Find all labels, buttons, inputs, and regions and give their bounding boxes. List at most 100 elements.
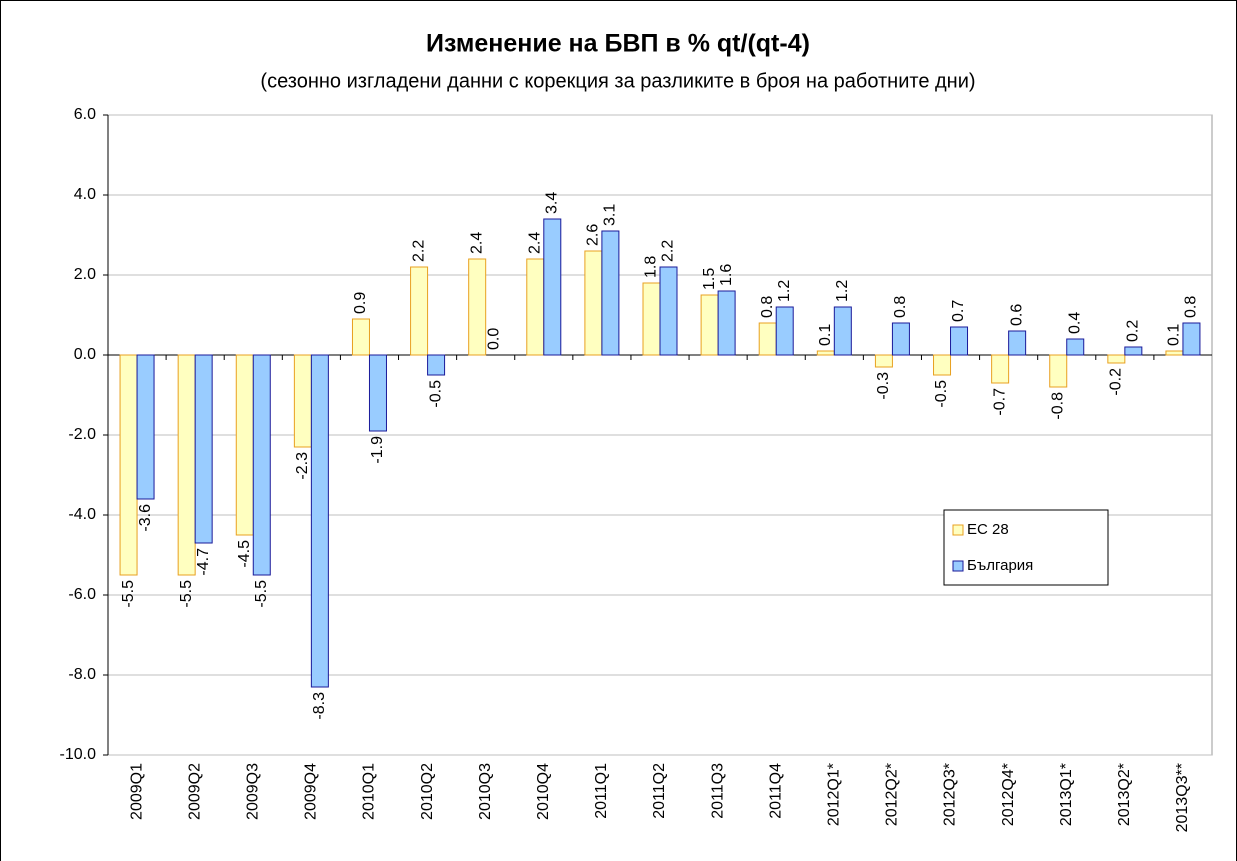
y-tick-label: 2.0 (74, 266, 96, 283)
data-label: -0.5 (427, 380, 444, 408)
data-label: -0.8 (1049, 392, 1066, 420)
bar (775, 306, 794, 356)
bar (874, 354, 893, 368)
x-tick-label: 2009Q4 (303, 763, 320, 820)
data-label: 0.8 (892, 296, 909, 318)
data-label: -0.3 (875, 372, 892, 400)
bar (293, 354, 312, 448)
y-tick-label: -6.0 (68, 586, 96, 603)
bar (950, 326, 969, 356)
data-label: 0.7 (950, 300, 967, 322)
bar (351, 318, 370, 356)
data-label: -8.3 (311, 692, 328, 720)
x-tick-label: 2010Q4 (535, 763, 552, 820)
bar (119, 354, 138, 576)
y-tick-label: -4.0 (68, 506, 96, 523)
x-tick-label: 2012Q3* (942, 763, 959, 826)
data-label: -3.6 (137, 504, 154, 532)
data-label: -0.7 (991, 388, 1008, 416)
data-label: -5.5 (253, 580, 270, 608)
data-label: 0.1 (817, 324, 834, 346)
data-label: -4.7 (195, 548, 212, 576)
data-label: -5.5 (120, 580, 137, 608)
bar (177, 354, 196, 576)
data-label: -4.5 (236, 540, 253, 568)
bar (526, 258, 545, 356)
y-tick-label: -10.0 (60, 746, 97, 763)
data-label: 1.8 (643, 256, 660, 278)
x-tick-label: 2013Q3** (1174, 763, 1191, 832)
bar (252, 354, 271, 576)
x-tick-label: 2013Q2* (1116, 763, 1133, 826)
bar (1107, 354, 1126, 364)
x-tick-label: 2012Q4* (1000, 763, 1017, 826)
legend-swatch (952, 560, 964, 572)
bar (1049, 354, 1068, 388)
bar (833, 306, 852, 356)
legend-swatch (952, 524, 964, 536)
data-label: 2.2 (410, 240, 427, 262)
data-label: 3.4 (544, 192, 561, 214)
data-label: -0.2 (1108, 368, 1125, 396)
x-tick-label: 2011Q1 (593, 763, 610, 819)
bar (816, 350, 835, 356)
data-label: 0.9 (352, 292, 369, 314)
data-label: 1.5 (701, 268, 718, 290)
x-tick-label: 2011Q3 (709, 763, 726, 819)
bar (933, 354, 952, 376)
data-label: 0.8 (759, 296, 776, 318)
bar (659, 266, 678, 356)
data-label: 2.2 (660, 240, 677, 262)
bar (368, 354, 387, 432)
y-tick-label: -8.0 (68, 666, 96, 683)
x-tick-label: 2010Q2 (419, 763, 436, 820)
y-tick-label: -2.0 (68, 426, 96, 443)
bar (136, 354, 155, 500)
data-label: 0.2 (1125, 320, 1142, 342)
x-tick-label: 2011Q4 (767, 763, 784, 819)
bar (427, 354, 446, 376)
chart-subtitle: (сезонно изгладени данни с корекция за р… (260, 70, 975, 92)
bar (468, 258, 487, 356)
x-tick-label: 2010Q1 (361, 763, 378, 820)
data-label: 0.1 (1166, 324, 1183, 346)
bar (543, 218, 562, 356)
bar (758, 322, 777, 356)
data-label: 0.0 (485, 328, 502, 350)
bar (584, 250, 603, 356)
data-label: 1.2 (834, 280, 851, 302)
bar (891, 322, 910, 356)
bar (1165, 350, 1184, 356)
data-label: 2.4 (527, 232, 544, 254)
legend-label: България (967, 557, 1033, 574)
bar (991, 354, 1010, 384)
y-tick-label: 6.0 (74, 106, 96, 123)
data-label: 2.4 (468, 232, 485, 254)
bar (642, 282, 661, 356)
bar (410, 266, 429, 356)
data-label: -2.3 (294, 452, 311, 480)
data-label: 1.2 (776, 280, 793, 302)
bar (601, 230, 620, 356)
data-label: 1.6 (718, 264, 735, 286)
bar (1008, 330, 1027, 356)
x-tick-label: 2012Q2* (884, 763, 901, 826)
data-label: -1.9 (369, 436, 386, 464)
data-label: 0.6 (1008, 304, 1025, 326)
x-tick-label: 2012Q1* (826, 763, 843, 826)
data-label: -0.5 (933, 380, 950, 408)
bar (1066, 338, 1085, 356)
bar (235, 354, 254, 536)
data-label: -5.5 (178, 580, 195, 608)
data-label: 0.4 (1066, 312, 1083, 334)
data-label: 2.6 (585, 224, 602, 246)
x-tick-label: 2010Q3 (477, 763, 494, 820)
bar (310, 354, 329, 688)
bar (717, 290, 736, 356)
chart-title: Изменение на БВП в % qt/(qt-4) (426, 30, 810, 58)
y-tick-label: 0.0 (74, 346, 96, 363)
bar (1124, 346, 1143, 356)
bar (1182, 322, 1201, 356)
x-tick-label: 2009Q1 (128, 763, 145, 820)
